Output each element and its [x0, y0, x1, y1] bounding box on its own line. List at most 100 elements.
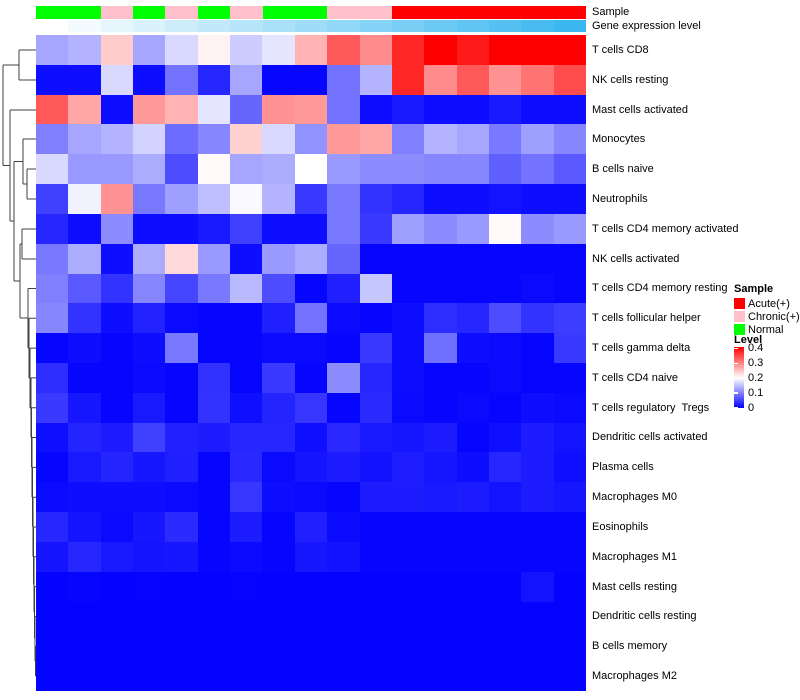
heatmap-cell: [68, 512, 101, 542]
heatmap-cell: [68, 541, 101, 572]
heatmap-cell: [424, 35, 457, 65]
heatmap-cell: [262, 124, 295, 155]
heatmap-cell: [197, 631, 231, 662]
gene-expression-cell: [133, 19, 166, 32]
heatmap-cell: [197, 571, 231, 602]
heatmap-cell: [100, 303, 134, 334]
heatmap-cell: [521, 64, 554, 95]
legend-item: Chronic(+): [734, 310, 800, 323]
level-tick-dash: [734, 407, 738, 409]
gene-expression-cell: [262, 19, 295, 32]
row-label: Mast cells activated: [592, 103, 688, 116]
heatmap-cell: [165, 482, 198, 513]
heatmap-cell: [424, 64, 457, 95]
heatmap-cell: [424, 94, 457, 125]
heatmap-cell: [197, 601, 231, 632]
row-label: T cells CD4 naive: [592, 371, 678, 384]
heatmap-cell: [553, 452, 586, 483]
legend-swatch: [734, 298, 745, 309]
legend-swatch: [734, 311, 745, 322]
heatmap-cell: [36, 422, 69, 453]
heatmap-cell: [230, 631, 263, 662]
heatmap-cell: [488, 363, 522, 393]
heatmap-cell: [197, 35, 231, 65]
heatmap-cell: [553, 661, 586, 691]
heatmap-cell: [327, 243, 360, 274]
heatmap-cell: [262, 64, 295, 95]
row-label: Plasma cells: [592, 461, 654, 474]
heatmap-cell: [262, 184, 295, 214]
heatmap-cell: [327, 333, 360, 363]
heatmap-cell: [294, 64, 328, 95]
sample-annotation-cell: [489, 6, 522, 19]
heatmap-cell: [391, 333, 425, 363]
row-label: Eosinophils: [592, 520, 649, 533]
heatmap-cell: [165, 154, 198, 185]
heatmap-cell: [165, 422, 198, 453]
heatmap-cell: [488, 303, 522, 334]
heatmap-cell: [262, 94, 295, 125]
row-label: Neutrophils: [592, 192, 648, 205]
row-label: T cells CD8: [592, 43, 649, 56]
heatmap-cell: [553, 512, 586, 542]
row-label: T cells regulatory Tregs: [592, 401, 710, 414]
heatmap-cell: [165, 392, 198, 423]
heatmap-cell: [488, 273, 522, 304]
heatmap-cell: [424, 273, 457, 304]
heatmap-cell: [521, 124, 554, 155]
heatmap-cell: [197, 333, 231, 363]
heatmap-cell: [521, 333, 554, 363]
heatmap-cell: [262, 392, 295, 423]
heatmap-cell: [262, 154, 295, 185]
heatmap-cell: [197, 243, 231, 274]
heatmap-cell: [133, 541, 166, 572]
heatmap-cell: [488, 213, 522, 244]
heatmap-cell: [100, 213, 134, 244]
heatmap-cell: [262, 631, 295, 662]
heatmap-cell: [424, 631, 457, 662]
heatmap-cell: [456, 213, 489, 244]
heatmap-cell: [359, 482, 392, 513]
heatmap-cell: [68, 273, 101, 304]
heatmap-cell: [68, 392, 101, 423]
heatmap-cell: [68, 631, 101, 662]
heatmap-cell: [327, 154, 360, 185]
sample-annotation-cell: [100, 6, 134, 19]
heatmap-cell: [133, 333, 166, 363]
heatmap-grid: [36, 35, 586, 691]
heatmap-cell: [327, 273, 360, 304]
heatmap-cell: [36, 571, 69, 602]
heatmap-cell: [165, 631, 198, 662]
heatmap-cell: [521, 661, 554, 691]
heatmap-cell: [36, 184, 69, 214]
heatmap-cell: [553, 303, 586, 334]
row-label: B cells memory: [592, 640, 668, 653]
heatmap-cell: [521, 512, 554, 542]
heatmap-cell: [391, 35, 425, 65]
heatmap-cell: [36, 333, 69, 363]
heatmap-cell: [133, 392, 166, 423]
heatmap-cell: [391, 452, 425, 483]
heatmap-cell: [359, 124, 392, 155]
level-tick-dash: [734, 347, 738, 350]
heatmap-cell: [133, 243, 166, 274]
heatmap-cell: [36, 452, 69, 483]
heatmap-cell: [165, 541, 198, 572]
heatmap-cell: [100, 273, 134, 304]
heatmap-cell: [488, 94, 522, 125]
heatmap-cell: [294, 94, 328, 125]
heatmap-cell: [165, 303, 198, 334]
heatmap-cell: [197, 213, 231, 244]
gene-expression-cell: [424, 19, 457, 32]
heatmap-cell: [359, 154, 392, 185]
heatmap-cell: [230, 273, 263, 304]
heatmap-cell: [230, 601, 263, 632]
heatmap-cell: [456, 631, 489, 662]
sample-annotation-label: Sample: [592, 6, 630, 18]
heatmap-cell: [359, 64, 392, 95]
heatmap-cell: [36, 154, 69, 185]
heatmap-cell: [488, 482, 522, 513]
heatmap-cell: [197, 363, 231, 393]
heatmap-cell: [488, 124, 522, 155]
heatmap-cell: [488, 661, 522, 691]
